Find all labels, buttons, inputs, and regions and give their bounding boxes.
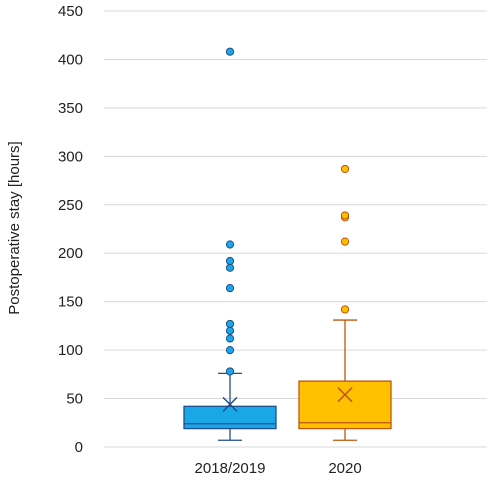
outlier-point [225,319,235,329]
y-tick-label: 100 [58,342,83,359]
outlier-point [225,240,235,249]
outlier-point [225,326,235,335]
outlier-point [225,334,235,343]
y-tick-label: 450 [58,3,83,20]
outlier-point [340,164,350,174]
y-tick-label: 50 [66,391,83,408]
gridlines [104,10,487,448]
outlier-point [225,284,235,293]
mean-marker [337,387,353,403]
y-axis-title: Postoperative stay [hours] [6,141,23,314]
box-iqr [183,405,277,430]
box-iqr [298,380,392,430]
box-series [183,47,392,441]
y-tick-label: 150 [58,294,83,311]
box-series-1 [183,47,277,441]
y-tick-label: 200 [58,245,83,262]
outlier-point [340,237,350,246]
mean-marker [222,396,238,412]
outlier-point [340,305,350,314]
y-tick-label: 300 [58,148,83,165]
x-category-label: 2020 [328,460,361,477]
outlier-point [225,367,235,376]
y-tick-label: 0 [75,439,83,456]
x-category-label: 2018/2019 [195,460,266,477]
y-tick-label: 350 [58,100,83,117]
outlier-point [225,256,235,266]
y-tick-label: 250 [58,197,83,214]
x-category-labels: 2018/2019 2020 [195,460,362,477]
outlier-point [225,346,235,355]
outlier-point [225,263,235,272]
outlier-point [340,211,350,220]
outlier-point [225,47,235,56]
y-tick-labels: 0 50 100 150 200 250 300 350 400 450 [58,3,83,456]
box-series-2 [298,164,392,441]
y-tick-label: 400 [58,51,83,68]
